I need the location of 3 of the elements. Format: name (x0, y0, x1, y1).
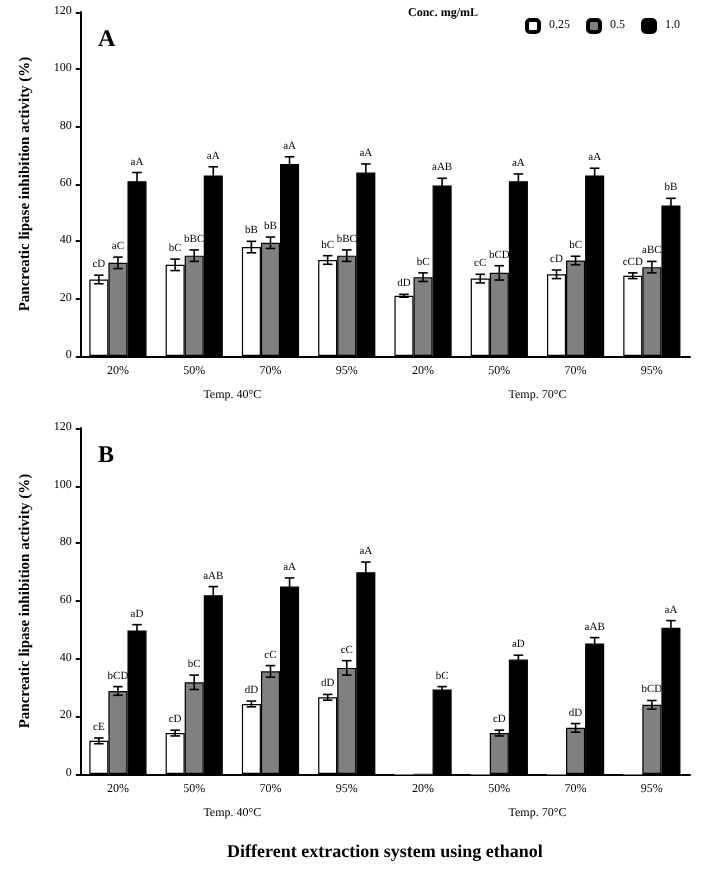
text: B (98, 440, 115, 468)
text: A (98, 24, 116, 52)
x-axis-title: Different extraction system using ethanol (227, 841, 544, 861)
